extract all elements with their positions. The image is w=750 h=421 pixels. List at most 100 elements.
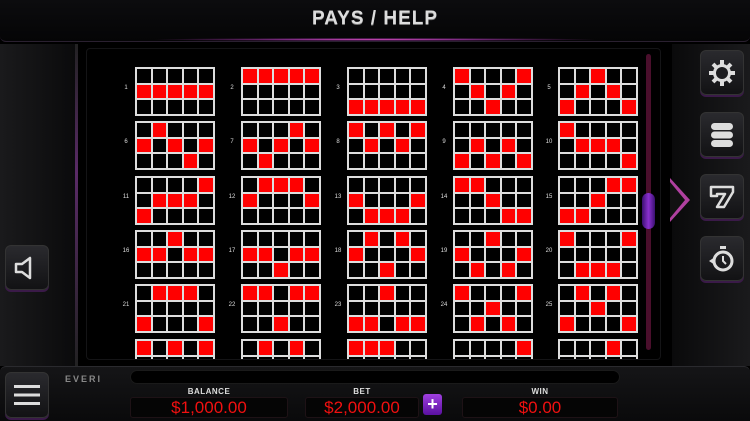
grid-cell [501,247,516,262]
grid-cell [152,123,167,137]
paytable-button[interactable] [700,174,744,219]
grid-cell [501,232,516,246]
grid-cell [517,317,531,331]
grid-cell [289,100,304,114]
grid-cell [470,84,485,99]
menu-button[interactable] [5,372,49,418]
grid-cell [470,193,485,208]
grid-cell [501,356,516,359]
autoplay-button[interactable] [700,236,744,281]
grid-cell [258,100,273,114]
payline-grid [558,339,638,359]
grid-cell [622,84,636,99]
grid-cell [349,154,363,168]
win-meter: WIN $0.00 [462,387,618,419]
grid-cell [395,263,410,277]
grid-cell [289,341,304,355]
grid-cell [517,84,531,99]
grid-cell [274,247,288,262]
payline-4: 4 [442,67,553,116]
grid-cell [501,286,516,300]
grid-cell [486,100,500,114]
grid-cell [183,209,198,223]
grid-cell [501,193,516,208]
payline-grid [347,339,427,359]
grid-cell [606,193,621,208]
grid-cell [199,154,213,168]
grid-cell [470,286,485,300]
grid-cell [274,341,288,355]
grid-cell [395,154,410,168]
grid-cell [258,247,273,262]
grid-cell [152,247,167,262]
left-column [0,44,78,366]
grid-cell [470,263,485,277]
grid-cell [168,209,182,223]
grid-cell [305,286,319,300]
grid-cell [622,209,636,223]
payline-grid [241,284,321,333]
grid-cell [168,356,182,359]
bet-coins-button[interactable] [700,112,744,157]
grid-cell [152,301,167,316]
grid-cell [411,286,425,300]
grid-cell [305,247,319,262]
payline-partial [241,339,341,359]
grid-cell [183,317,198,331]
scrollbar-thumb[interactable] [642,193,655,229]
grid-cell [289,154,304,168]
payline-5: 5 [547,67,658,116]
grid-cell [395,209,410,223]
grid-cell [258,84,273,99]
payline-grid [453,339,533,359]
grid-cell [258,286,273,300]
payline-number: 14 [440,194,448,200]
grid-cell [137,84,151,99]
grid-cell [305,69,319,83]
grid-cell [622,301,636,316]
grid-cell [455,100,469,114]
grid-cell [349,209,363,223]
grid-cell [470,123,485,137]
sound-button[interactable] [5,245,49,290]
grid-cell [455,209,469,223]
grid-cell [560,232,574,246]
grid-cell [560,178,574,192]
grid-cell [168,341,182,355]
grid-cell [486,301,500,316]
grid-cell [152,356,167,359]
grid-cell [152,209,167,223]
grid-cell [517,123,531,137]
grid-cell [395,356,410,359]
seven-icon [709,185,735,208]
grid-cell [289,317,304,331]
grid-cell [243,301,257,316]
grid-cell [380,317,394,331]
increase-bet-button[interactable]: + [423,394,442,415]
payline-25: 25 [546,284,658,333]
grid-cell [258,301,273,316]
grid-cell [137,209,151,223]
payline-number: 11 [122,194,130,200]
settings-button[interactable] [700,50,744,95]
grid-cell [591,286,605,300]
payline-number: 17 [228,248,236,254]
payline-grid [347,284,427,333]
payline-grid [453,284,533,333]
grid-cell [289,286,304,300]
payline-grid [241,339,321,359]
grid-cell [243,123,257,137]
payline-19: 19 [441,230,553,279]
grid-cell [380,356,394,359]
grid-cell [289,247,304,262]
grid-cell [517,341,531,355]
grid-cell [470,341,485,355]
grid-cell [517,263,531,277]
grid-cell [305,356,319,359]
payline-10: 10 [546,121,658,170]
payline-number: 21 [122,302,130,308]
grid-cell [380,232,394,246]
payline-6: 6 [124,121,235,170]
payline-grid [347,67,427,116]
payline-number: 3 [336,85,340,91]
